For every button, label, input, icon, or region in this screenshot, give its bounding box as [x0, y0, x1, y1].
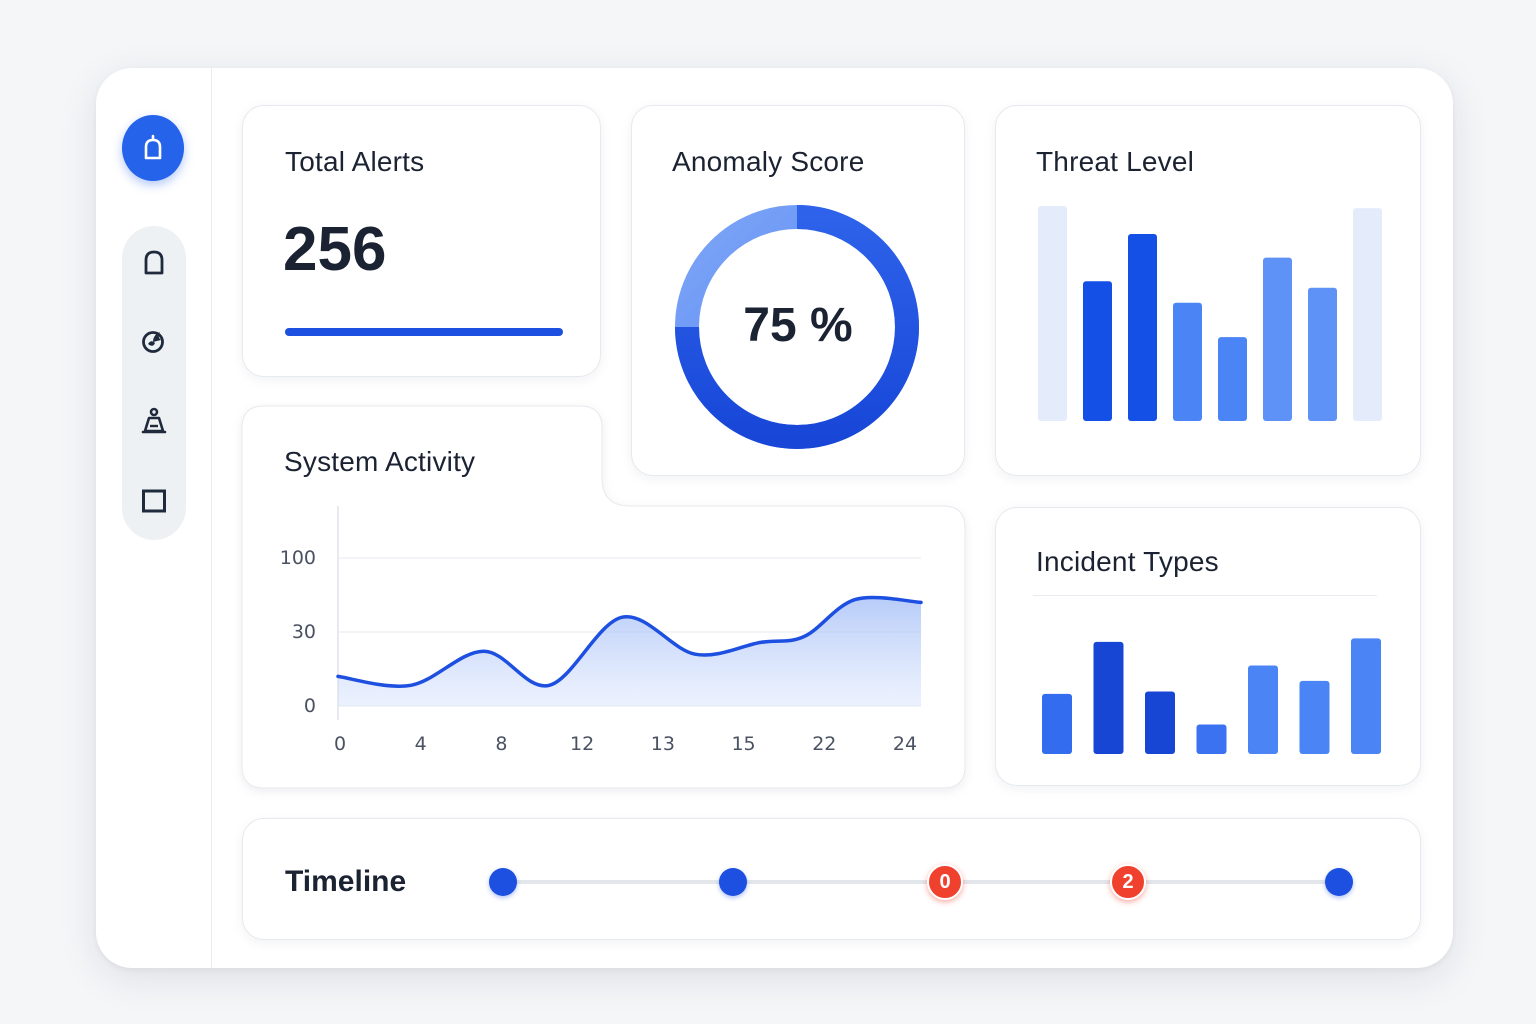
timeline-event[interactable]	[719, 868, 747, 896]
timeline-alert-event[interactable]: 2	[1110, 864, 1146, 900]
activity-line	[336, 595, 923, 688]
bar	[1218, 337, 1247, 421]
bar	[1145, 691, 1175, 754]
bar	[1083, 281, 1112, 421]
bar	[1038, 206, 1067, 421]
system-activity-chart: 0 30 100 0 4 8 12 13 15 22 24	[280, 506, 923, 755]
x-tick-label: 4	[415, 733, 427, 755]
timeline-alert-event[interactable]: 0	[927, 864, 963, 900]
system-activity-title: System Activity	[284, 446, 476, 477]
bar	[1248, 665, 1278, 754]
x-tick-label: 13	[651, 733, 675, 755]
incident-types-title: Incident Types	[1036, 546, 1219, 577]
bar	[1263, 257, 1292, 421]
total-alerts-value: 256	[283, 215, 387, 284]
total-alerts-progress	[285, 328, 563, 336]
x-tick-label: 12	[570, 733, 594, 755]
activity-area	[338, 597, 921, 706]
anomaly-score-title: Anomaly Score	[672, 146, 865, 177]
timeline-title: Timeline	[285, 865, 407, 898]
anomaly-score-card: Anomaly Score 75 %	[631, 105, 965, 476]
bar	[1351, 638, 1381, 754]
bar	[1299, 680, 1330, 754]
y-tick-label: 0	[304, 695, 316, 717]
bar	[1128, 233, 1157, 421]
bell-icon	[144, 134, 162, 160]
y-tick-label: 100	[280, 547, 316, 569]
sidebar-item-threats[interactable]	[122, 316, 186, 366]
home-button[interactable]	[122, 115, 184, 181]
beacon-icon	[141, 407, 167, 434]
bar	[1308, 287, 1337, 421]
timeline-event[interactable]	[489, 868, 517, 896]
x-tick-label: 8	[495, 733, 507, 755]
anomaly-score-value: 75 %	[743, 299, 853, 352]
total-alerts-title: Total Alerts	[285, 146, 425, 177]
incident-divider	[1033, 595, 1377, 596]
x-tick-label: 24	[893, 733, 917, 755]
total-alerts-progress-fill	[285, 328, 563, 336]
sidebar-item-reports[interactable]	[122, 476, 186, 526]
timeline-track	[503, 880, 1341, 884]
timeline-event[interactable]	[1325, 868, 1353, 896]
anomaly-donut	[675, 205, 919, 449]
threat-level-chart	[1038, 206, 1382, 421]
bar	[1353, 208, 1382, 421]
sidebar-divider	[211, 68, 212, 968]
sidebar-item-alerts[interactable]	[122, 237, 186, 287]
threat-level-title: Threat Level	[1036, 146, 1195, 177]
x-tick-label: 22	[812, 733, 836, 755]
bar	[1042, 693, 1072, 754]
sidebar-item-monitor[interactable]	[122, 396, 186, 446]
bell-icon	[144, 250, 164, 275]
flame-icon	[142, 331, 164, 353]
incident-types-card: Incident Types	[995, 507, 1421, 786]
square-icon	[142, 489, 166, 513]
incident-types-chart	[1042, 638, 1381, 754]
total-alerts-card: Total Alerts 256	[242, 105, 601, 377]
x-tick-label: 15	[731, 733, 755, 755]
bar	[1093, 641, 1124, 754]
donut-value-arc	[675, 205, 919, 449]
threat-level-card: Threat Level	[995, 105, 1421, 476]
bar	[1196, 724, 1227, 754]
x-tick-label: 0	[334, 733, 346, 755]
bar	[1173, 302, 1202, 421]
y-tick-label: 30	[292, 621, 316, 643]
sidebar-nav	[122, 226, 186, 540]
timeline-card: Timeline 0 2	[242, 818, 1421, 940]
